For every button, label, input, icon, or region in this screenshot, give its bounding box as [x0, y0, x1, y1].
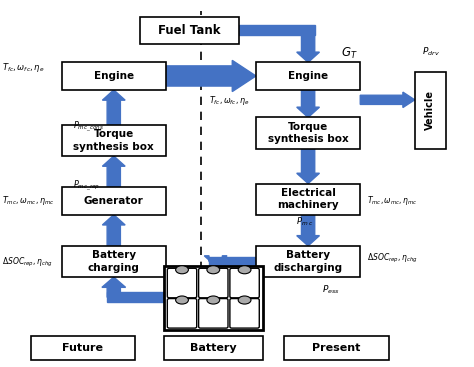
Text: Electrical
machinery: Electrical machinery	[277, 188, 339, 210]
FancyBboxPatch shape	[62, 246, 166, 277]
FancyBboxPatch shape	[230, 268, 259, 298]
FancyBboxPatch shape	[256, 62, 360, 90]
Text: $\Delta SOC_{rep},\eta_{chg}$: $\Delta SOC_{rep},\eta_{chg}$	[367, 252, 418, 265]
FancyBboxPatch shape	[62, 125, 166, 156]
Polygon shape	[107, 292, 164, 302]
Polygon shape	[102, 277, 126, 297]
FancyBboxPatch shape	[167, 268, 197, 298]
Polygon shape	[297, 90, 319, 117]
FancyBboxPatch shape	[164, 266, 263, 330]
Text: $P_{m\ c}$: $P_{m\ c}$	[296, 216, 314, 228]
Text: Present: Present	[312, 343, 361, 353]
Text: $P_{ess}$: $P_{ess}$	[322, 284, 340, 296]
Ellipse shape	[238, 266, 251, 274]
Text: Generator: Generator	[84, 196, 144, 206]
FancyBboxPatch shape	[140, 17, 239, 44]
Text: Vehicle: Vehicle	[425, 90, 435, 130]
Text: Battery
charging: Battery charging	[88, 250, 140, 273]
Text: $T_{mc},\omega_{mc},\eta_{mc}$: $T_{mc},\omega_{mc},\eta_{mc}$	[367, 193, 418, 207]
FancyBboxPatch shape	[62, 62, 166, 90]
Ellipse shape	[207, 296, 219, 304]
Ellipse shape	[175, 266, 188, 274]
Text: $P_{drv}$: $P_{drv}$	[422, 45, 440, 58]
FancyBboxPatch shape	[230, 299, 259, 328]
Text: Future: Future	[63, 343, 103, 353]
Text: Fuel Tank: Fuel Tank	[158, 24, 221, 37]
FancyBboxPatch shape	[199, 299, 228, 328]
FancyBboxPatch shape	[62, 187, 166, 215]
FancyBboxPatch shape	[415, 72, 446, 149]
Text: Battery
discharging: Battery discharging	[273, 250, 343, 273]
Ellipse shape	[238, 296, 251, 304]
Text: $G_T$: $G_T$	[341, 46, 358, 61]
Polygon shape	[166, 60, 256, 91]
Polygon shape	[297, 215, 319, 246]
Ellipse shape	[207, 266, 219, 274]
Polygon shape	[102, 215, 125, 246]
Polygon shape	[204, 256, 227, 266]
Text: $T_{mc},\omega_{mc},\eta_{mc}$: $T_{mc},\omega_{mc},\eta_{mc}$	[2, 193, 55, 207]
Polygon shape	[297, 30, 319, 62]
Text: $T_{fc},\omega_{fc},\eta_e$: $T_{fc},\omega_{fc},\eta_e$	[209, 94, 249, 108]
FancyBboxPatch shape	[31, 336, 135, 360]
Text: Engine: Engine	[94, 71, 134, 81]
Text: Torque
synthesis box: Torque synthesis box	[268, 122, 348, 144]
Text: Battery: Battery	[190, 343, 237, 353]
Text: $\Delta SOC_{rep},\eta_{chg}$: $\Delta SOC_{rep},\eta_{chg}$	[2, 256, 53, 269]
Polygon shape	[102, 156, 125, 187]
FancyBboxPatch shape	[167, 299, 197, 328]
FancyBboxPatch shape	[256, 246, 360, 277]
FancyBboxPatch shape	[256, 117, 360, 149]
FancyBboxPatch shape	[284, 336, 389, 360]
Ellipse shape	[175, 296, 188, 304]
Text: $T_{fc},\omega_{fc},\eta_e$: $T_{fc},\omega_{fc},\eta_e$	[2, 61, 45, 75]
Polygon shape	[239, 25, 315, 35]
FancyBboxPatch shape	[164, 336, 263, 360]
Polygon shape	[360, 92, 415, 108]
Text: $P_{mc\_rep}$: $P_{mc\_rep}$	[73, 178, 100, 193]
Polygon shape	[102, 90, 125, 125]
FancyBboxPatch shape	[256, 184, 360, 215]
Polygon shape	[209, 257, 256, 267]
Text: $P_{mc\_cons}$: $P_{mc\_cons}$	[73, 119, 104, 134]
Polygon shape	[297, 149, 319, 184]
Text: Engine: Engine	[288, 71, 328, 81]
FancyBboxPatch shape	[199, 268, 228, 298]
Text: Torque
synthesis box: Torque synthesis box	[73, 129, 154, 152]
